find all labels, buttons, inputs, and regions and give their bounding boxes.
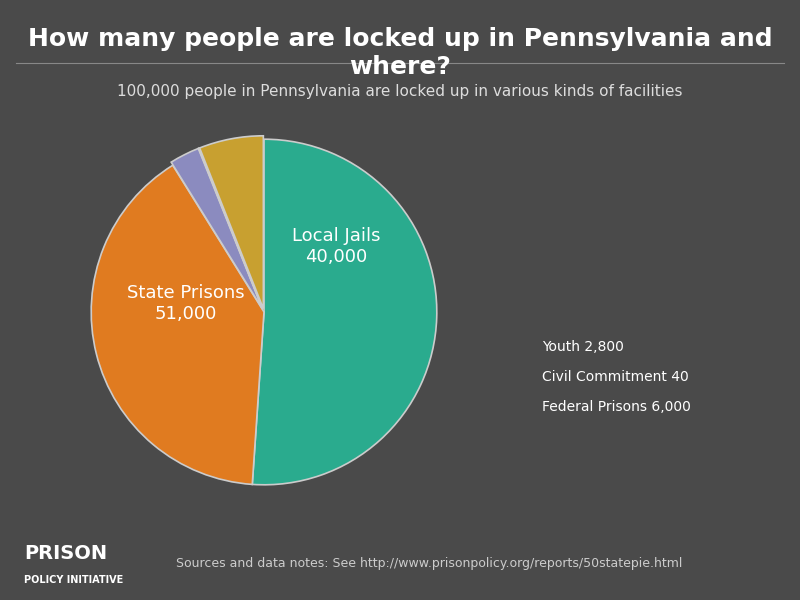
Text: POLICY INITIATIVE: POLICY INITIATIVE — [24, 575, 123, 585]
Text: 100,000 people in Pennsylvania are locked up in various kinds of facilities: 100,000 people in Pennsylvania are locke… — [118, 85, 682, 100]
Text: Federal Prisons 6,000: Federal Prisons 6,000 — [542, 400, 690, 414]
Text: Sources and data notes: See http://www.prisonpolicy.org/reports/50statepie.html: Sources and data notes: See http://www.p… — [176, 557, 682, 571]
Text: How many people are locked up in Pennsylvania and where?: How many people are locked up in Pennsyl… — [28, 27, 772, 79]
Wedge shape — [171, 148, 262, 309]
Text: State Prisons
51,000: State Prisons 51,000 — [127, 284, 245, 323]
Wedge shape — [198, 148, 262, 309]
Wedge shape — [252, 139, 437, 485]
Text: Youth 2,800: Youth 2,800 — [542, 340, 623, 353]
Text: Local Jails
40,000: Local Jails 40,000 — [292, 227, 381, 266]
Wedge shape — [91, 165, 264, 484]
Text: Civil Commitment 40: Civil Commitment 40 — [542, 370, 688, 384]
Wedge shape — [200, 136, 263, 308]
Text: PRISON: PRISON — [24, 544, 107, 563]
